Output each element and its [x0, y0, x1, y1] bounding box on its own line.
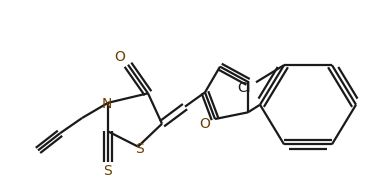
Text: N: N: [102, 97, 112, 111]
Text: S: S: [135, 142, 144, 156]
Text: O: O: [114, 50, 125, 64]
Text: S: S: [104, 164, 112, 178]
Text: Cl: Cl: [237, 81, 251, 95]
Text: O: O: [199, 117, 210, 131]
